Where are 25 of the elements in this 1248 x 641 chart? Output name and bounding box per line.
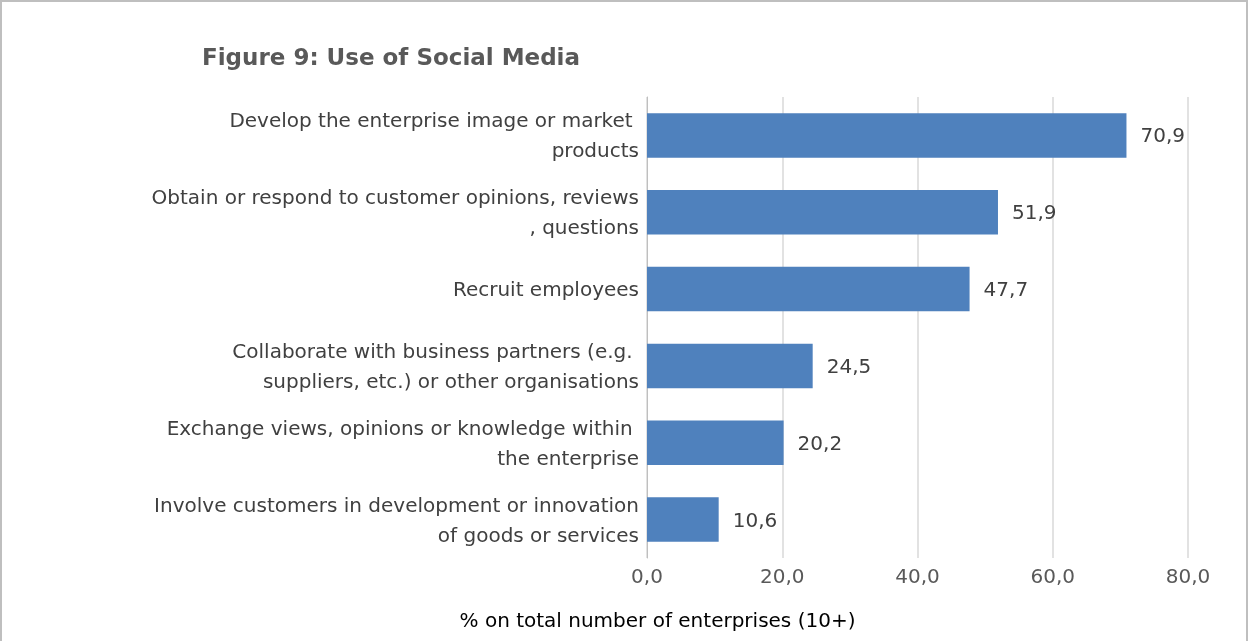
data-label: 47,7 [983,277,1029,302]
y-tick-label: Involve customers in development or innovation of goods or services [154,492,639,547]
data-label: 10,6 [732,507,778,532]
bar [647,420,784,466]
x-tick-label: 40,0 [895,564,940,588]
y-tick-label: Obtain or respond to customer opinions, reviews, questions [151,185,639,240]
x-tick-label: 60,0 [1030,564,1076,588]
y-tick-label: Collaborate with business partners (e.g. suppliers, etc.) or other organisations [232,338,639,393]
bar [647,266,970,312]
data-label: 20,2 [797,430,843,455]
y-tick-label: Exchange views, opinions or knowledge within the enterprise [166,415,639,470]
x-tick-label: 80,0 [1165,564,1211,588]
bar [647,343,813,389]
x-tick-label: 20,0 [759,564,805,588]
data-label: 24,5 [826,353,872,378]
bar [647,189,998,235]
bar [647,497,719,542]
data-label: 70,9 [1140,123,1185,148]
text: Figure 9: Use of Social Media [202,43,581,70]
x-axis-title: % on total number of enterprises (10+) [459,608,856,632]
bar [647,113,1127,158]
y-tick-label: Recruit employees [452,277,639,302]
y-tick-label: Develop the enterprise image or market products [229,108,639,163]
data-label: 51,9 [1011,200,1057,225]
x-tick-label: 0,0 [631,564,663,588]
